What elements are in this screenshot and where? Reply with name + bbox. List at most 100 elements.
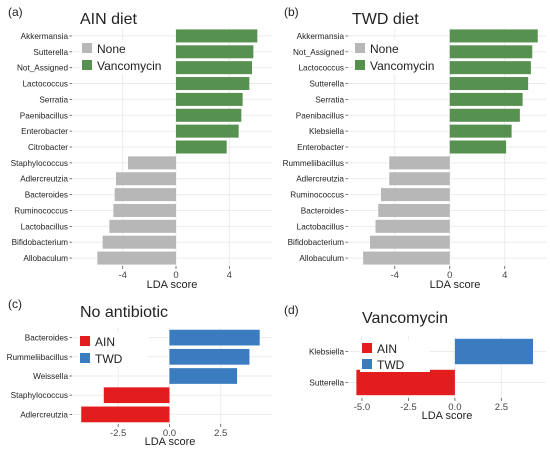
chart-panel-1: Akkermansia Sutterella Not_Assigned Lactoco…	[8, 5, 272, 291]
chart-panel-2: Akkermansia Not_Assigned Lactococcus Sutter…	[283, 5, 546, 291]
category-label: Bacteroides	[25, 191, 68, 200]
bar-bacteroides	[378, 203, 450, 217]
legend-label: AIN	[377, 342, 397, 356]
x-tick-label: 0.0	[163, 428, 176, 439]
bar-allobaculum	[363, 251, 450, 265]
category-label: Akkermansia	[21, 32, 69, 41]
x-axis-label: LDA score	[430, 279, 481, 291]
bar-not-assigned	[176, 61, 252, 75]
chart-title: TWD diet	[352, 11, 419, 28]
legend-label: Vancomycin	[370, 59, 434, 73]
x-axis-label: LDA score	[145, 436, 196, 448]
bar-lactococcus	[176, 77, 250, 91]
bar-rummeliibacillus	[389, 156, 450, 170]
category-label: Adlercreutzia	[296, 175, 344, 184]
panel-label: (c)	[8, 297, 22, 311]
chart-panel-4: Klebsiella Sutterella -5.0 -2.5 0.0 2.5 LDA sc…	[284, 303, 546, 422]
bar-sutterella	[356, 369, 455, 396]
x-tick-label: -2.5	[400, 402, 416, 413]
bar-bacteroides	[169, 329, 260, 346]
x-tick-label: 0	[447, 270, 452, 281]
category-label: Paenibacillus	[20, 111, 68, 120]
panel-label: (a)	[8, 5, 23, 19]
legend-label: None	[97, 42, 126, 56]
bar-akkermansia	[176, 29, 258, 43]
category-label: Sutterella	[309, 379, 344, 388]
category-label: Not_Assigned	[17, 64, 68, 73]
legend-swatch	[80, 353, 90, 363]
category-label: Staphylococcus	[11, 391, 68, 400]
bar-bifidobacterium	[370, 235, 450, 249]
bar-citrobacter	[176, 140, 227, 154]
bar-staphylococcus	[103, 387, 170, 404]
category-label: Not_Assigned	[293, 48, 344, 57]
bar-enterobacter	[449, 140, 507, 154]
bar-weissella	[169, 368, 238, 384]
chart-title: No antibiotic	[80, 304, 168, 321]
bar-paenibacillus	[449, 108, 520, 122]
bar-ruminococcus	[381, 188, 450, 202]
bar-allobaculum	[97, 251, 176, 265]
x-tick-label: -4	[391, 270, 399, 281]
legend-label: Vancomycin	[97, 59, 161, 73]
category-label: Rummeliibacillus	[7, 353, 68, 362]
category-label: Enterobacter	[297, 143, 344, 152]
legend-label: None	[370, 42, 399, 56]
bar-klebsiella	[449, 124, 512, 138]
bar-adlercreutzia	[389, 172, 450, 186]
x-tick-label: 4	[227, 270, 232, 281]
category-label: Enterobacter	[21, 127, 68, 136]
category-label: Rummeliibacillus	[283, 159, 344, 168]
category-label: Allobaculum	[299, 254, 344, 263]
category-label: Staphylococcus	[11, 159, 68, 168]
legend-label: TWD	[377, 358, 405, 372]
legend-swatch	[362, 359, 372, 369]
category-label: Weissella	[33, 372, 68, 381]
legend-label: AIN	[95, 335, 115, 349]
legend: AIN TWD	[78, 333, 148, 367]
category-label: Lactobacillus	[297, 222, 344, 231]
bar-lactococcus	[449, 61, 531, 75]
category-label: Akkermansia	[297, 32, 345, 41]
category-label: Paenibacillus	[296, 111, 344, 120]
bar-adlercreutzia	[116, 172, 176, 186]
legend: AIN TWD	[360, 340, 430, 372]
x-axis-label: LDA score	[147, 279, 198, 291]
bar-paenibacillus	[176, 108, 242, 122]
category-label: Sutterella	[33, 48, 68, 57]
bar-enterobacter	[176, 124, 239, 138]
category-label: Bacteroides	[301, 206, 344, 215]
panel-label: (d)	[284, 303, 299, 317]
legend-swatch	[355, 43, 365, 53]
x-tick-label: 4	[502, 270, 507, 281]
chart-panel-3: Bacteroides Rummeliibacillus Weissella Stap…	[7, 297, 272, 448]
category-label: Adlercreutzia	[20, 410, 68, 419]
x-tick-label: -5.0	[354, 402, 370, 413]
category-label: Allobaculum	[23, 254, 68, 263]
category-label: Klebsiella	[309, 348, 344, 357]
legend-swatch	[82, 60, 92, 70]
bar-akkermansia	[449, 29, 538, 43]
x-tick-label: 2.5	[214, 428, 227, 439]
category-label: Bifidobacterium	[12, 238, 69, 247]
legend-swatch	[80, 336, 90, 346]
x-axis-label: LDA score	[422, 410, 473, 422]
category-label: Serratia	[315, 95, 344, 104]
bar-lactobacillus	[109, 219, 176, 233]
bar-ruminococcus	[113, 203, 176, 217]
bar-not-assigned	[449, 45, 533, 59]
x-tick-label: 0	[173, 270, 178, 281]
category-label: Adlercreutzia	[20, 175, 68, 184]
category-label: Bifidobacterium	[288, 238, 345, 247]
category-label: Ruminococcus	[290, 191, 344, 200]
bar-rummeliibacillus	[169, 348, 250, 365]
chart-title: Vancomycin	[362, 310, 448, 327]
chart-title: AIN diet	[80, 11, 137, 28]
category-label: Klebsiella	[309, 127, 344, 136]
category-label: Sutterella	[309, 80, 344, 89]
category-label: Lactococcus	[298, 64, 344, 73]
legend-swatch	[362, 343, 372, 353]
legend: None Vancomycin	[353, 40, 448, 74]
category-label: Citrobacter	[28, 143, 68, 152]
